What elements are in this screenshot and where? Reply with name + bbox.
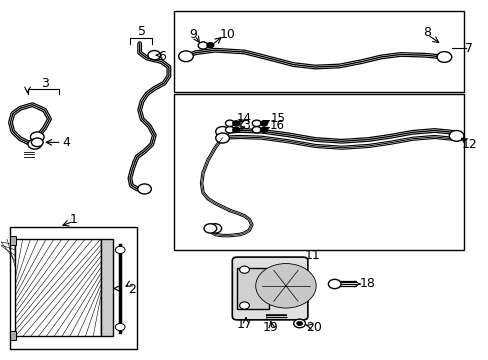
Text: 4: 4 (62, 136, 70, 149)
Text: 9: 9 (189, 28, 197, 41)
Bar (10, 330, 16, 339)
Circle shape (252, 127, 261, 133)
Circle shape (255, 264, 316, 308)
Text: 2: 2 (128, 283, 136, 296)
Circle shape (272, 276, 299, 296)
Bar (173, 12, 463, 92)
Text: 13: 13 (237, 119, 251, 132)
Circle shape (296, 321, 302, 325)
Text: 6: 6 (157, 50, 165, 63)
Bar (173, 94, 463, 250)
Bar (101, 239, 113, 336)
Text: 19: 19 (262, 320, 278, 333)
Bar (237, 268, 268, 309)
Text: 7: 7 (464, 41, 472, 54)
Text: 1: 1 (70, 213, 78, 226)
Text: 15: 15 (270, 112, 285, 125)
Text: 14: 14 (237, 112, 251, 125)
Circle shape (232, 127, 239, 132)
Bar (10, 235, 16, 244)
Circle shape (148, 50, 160, 60)
Circle shape (215, 133, 229, 143)
Circle shape (260, 267, 311, 305)
Text: 11: 11 (304, 249, 320, 262)
Circle shape (115, 246, 125, 253)
Circle shape (203, 224, 216, 233)
Circle shape (436, 51, 451, 62)
Text: 20: 20 (305, 321, 322, 334)
Circle shape (260, 127, 267, 132)
Circle shape (328, 279, 340, 289)
Circle shape (215, 127, 229, 136)
Circle shape (206, 42, 213, 48)
Circle shape (30, 132, 44, 142)
Circle shape (252, 120, 261, 127)
Circle shape (293, 319, 305, 328)
Circle shape (225, 127, 234, 133)
Text: 12: 12 (461, 138, 477, 151)
Circle shape (448, 131, 463, 141)
Bar (10, 226, 137, 348)
Circle shape (266, 271, 305, 300)
Text: 17: 17 (236, 318, 252, 331)
Text: 8: 8 (423, 27, 430, 40)
Text: 5: 5 (138, 25, 146, 38)
Bar (15, 239, 101, 336)
Circle shape (260, 121, 267, 126)
Circle shape (232, 121, 239, 126)
Circle shape (279, 281, 292, 291)
Circle shape (239, 266, 249, 273)
Circle shape (208, 224, 221, 233)
Circle shape (225, 120, 234, 127)
Circle shape (178, 51, 193, 62)
Circle shape (239, 302, 249, 309)
Text: 10: 10 (219, 28, 235, 41)
Text: 16: 16 (269, 119, 285, 132)
Circle shape (31, 138, 43, 147)
Circle shape (198, 42, 207, 49)
Circle shape (138, 184, 151, 194)
Circle shape (115, 323, 125, 330)
FancyBboxPatch shape (232, 257, 307, 320)
Text: 18: 18 (359, 278, 375, 291)
Text: 3: 3 (41, 77, 48, 90)
Circle shape (28, 139, 41, 149)
